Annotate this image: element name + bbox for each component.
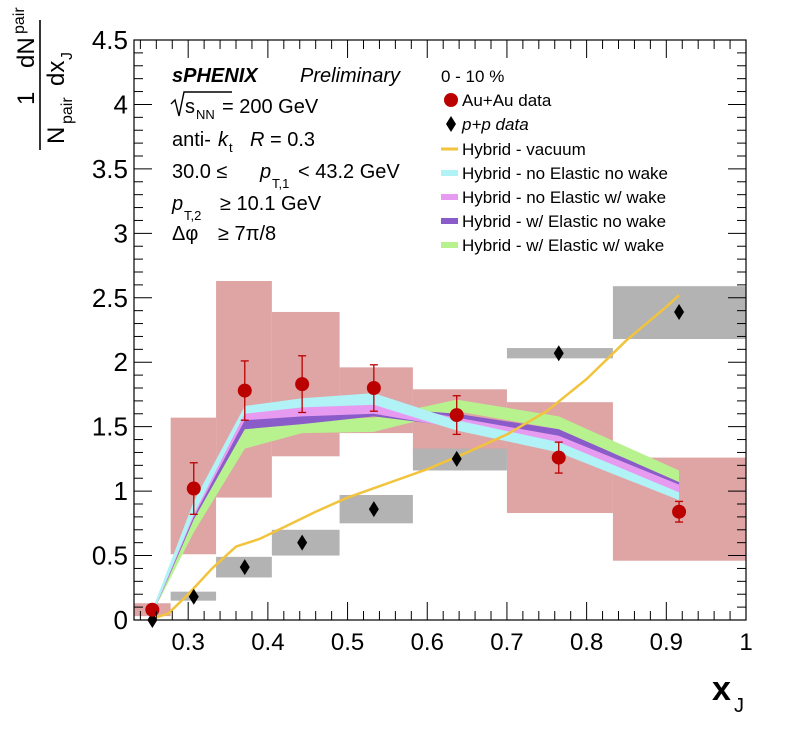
y-tick-label-8: 4 [114, 89, 128, 119]
auau-marker-2 [237, 383, 252, 398]
model-lines [151, 294, 680, 620]
legend-w-elastic-w-wake-label: Hybrid - w/ Elastic w/ wake [462, 236, 664, 255]
legend-auau-marker [444, 93, 458, 107]
pt2-var: p [171, 193, 183, 215]
y-tick-label-3: 1.5 [92, 412, 128, 442]
y-tick-label-1: 0.5 [92, 541, 128, 571]
y-tick-label-5: 2.5 [92, 283, 128, 313]
axes: 0.3 0.4 0.5 0.6 0.7 0.8 0.9 1 0 0.5 1 1.5 2 2.5 3 3.5 4 4… [92, 25, 753, 656]
auau-marker-0 [145, 602, 160, 617]
algo-r: R [250, 129, 264, 151]
legend-centrality: 0 - 10 % [441, 67, 504, 86]
plot-frame [133, 39, 747, 621]
auau-marker-7 [672, 504, 687, 519]
x-tick-label-4: 0.7 [490, 629, 523, 656]
x-axis-title: x [712, 670, 731, 708]
energy-label: s [185, 96, 195, 118]
dphi-var: Δφ [172, 223, 198, 245]
band-no-elastic-no-wake [152, 393, 680, 615]
legend-w-elastic-w-wake-swatch [441, 242, 458, 248]
legend-no-elastic-w-wake-label: Hybrid - no Elastic w/ wake [462, 188, 666, 207]
algo-k-sub: t [229, 140, 233, 155]
energy-value: = 200 GeV [222, 96, 319, 118]
x-tick-label-1: 0.4 [251, 629, 284, 656]
x-tick-label-3: 0.6 [411, 629, 444, 656]
y-axis-title: 1 dN pair N pair dx J [11, 7, 76, 150]
pp-marker-3 [297, 534, 308, 551]
model-bands [152, 393, 680, 615]
data-points [145, 303, 687, 628]
pt1-high: < 43.2 GeV [298, 161, 400, 183]
line-vacuum [151, 294, 680, 620]
y-tick-label-0: 0 [114, 605, 128, 635]
y-axis-title-numerator-sub: pair [11, 7, 28, 34]
legend-auau-label: Au+Au data [462, 91, 552, 110]
auau-marker-4 [366, 381, 381, 395]
legend-no-elastic-no-wake-label: Hybrid - no Elastic no wake [462, 164, 668, 183]
dphi-cut: ≥ 7π/8 [218, 223, 276, 245]
legend-vacuum-label: Hybrid - vacuum [462, 140, 586, 159]
auau-marker-5 [449, 408, 464, 423]
legend-w-elastic-no-wake-swatch [441, 218, 458, 224]
x-axis-title-sub: J [734, 695, 744, 717]
auau-marker-3 [295, 377, 310, 392]
x-tick-label-7: 1 [739, 629, 752, 656]
y-axis-title-denominator: N [43, 127, 70, 144]
algo-k: k [218, 129, 229, 151]
legend-w-elastic-no-wake-label: Hybrid - w/ Elastic no wake [462, 212, 666, 231]
pt1-low: 30.0 ≤ [172, 161, 227, 183]
x-tick-label-2: 0.5 [331, 629, 364, 656]
pt1-sub: T,1 [272, 176, 289, 191]
legend-no-elastic-no-wake-swatch [441, 170, 458, 176]
x-tick-label-6: 0.9 [650, 629, 683, 656]
y-axis-title-one: 1 [13, 92, 40, 105]
x-tick-label-0: 0.3 [172, 629, 205, 656]
pp-marker-7 [674, 303, 685, 320]
energy-sub: NN [196, 107, 215, 122]
pt2-cut: ≥ 10.1 GeV [220, 193, 322, 215]
x-tick-label-5: 0.8 [570, 629, 603, 656]
pp-marker-6 [553, 345, 564, 362]
legend-no-elastic-w-wake-swatch [441, 194, 458, 200]
pp-marker-2 [239, 559, 250, 576]
y-tick-label-2: 1 [114, 476, 128, 506]
sqrt-sign [170, 91, 232, 117]
y-axis-title-numerator: dN [13, 37, 40, 68]
legend: 0 - 10 % Au+Au data p+p data Hybrid - va… [441, 67, 668, 255]
pp-marker-5 [451, 450, 462, 467]
y-tick-label-7: 3.5 [92, 154, 128, 184]
y-axis-title-dx: dx [43, 61, 70, 86]
pp-marker-4 [368, 501, 379, 518]
annotation-block: sPHENIX Preliminary s NN = 200 GeV anti-… [170, 65, 401, 245]
auau-marker-6 [551, 450, 566, 465]
algo-prefix: anti- [172, 129, 211, 151]
y-axis-title-dx-sub: J [59, 52, 76, 60]
status-label: Preliminary [300, 65, 401, 87]
pp-marker-1 [188, 588, 199, 605]
legend-pp-marker [446, 116, 456, 132]
experiment-label: sPHENIX [172, 65, 259, 87]
algo-r-value: = 0.3 [270, 129, 315, 151]
pt2-sub: T,2 [184, 208, 201, 223]
y-tick-label-9: 4.5 [92, 25, 128, 55]
y-tick-label-6: 3 [114, 218, 128, 248]
auau-marker-1 [186, 481, 201, 496]
y-tick-label-4: 2 [114, 347, 128, 377]
legend-pp-label: p+p data [461, 115, 529, 134]
y-axis-title-denominator-sub: pair [59, 97, 76, 124]
pt1-var: p [259, 161, 271, 183]
